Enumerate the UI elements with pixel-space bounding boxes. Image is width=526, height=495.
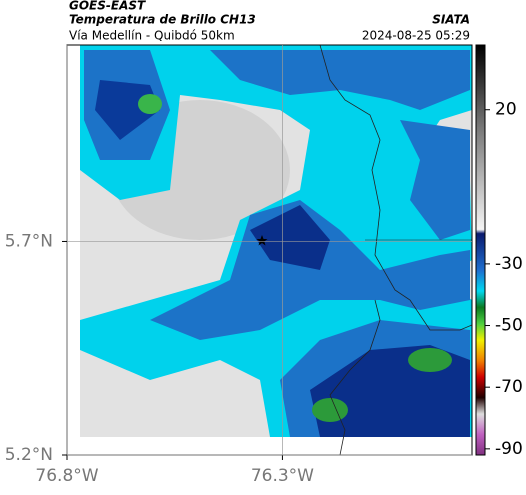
colorbar-tick-label: -90 [495, 439, 523, 459]
location-star [256, 235, 268, 246]
timestamp: 2024-08-25 05:29 [362, 29, 470, 43]
colorbar [475, 44, 486, 456]
source: SIATA [432, 13, 470, 27]
route: Vía Medellín - Quibdó 50km [69, 29, 235, 43]
colorbar-tick-label: -70 [495, 377, 523, 397]
colorbar-tick-label: -30 [495, 254, 523, 274]
x-tick-label: 76.8°W [35, 466, 98, 486]
y-tick-label: 5.7°N [5, 231, 53, 251]
subtitle: Temperatura de Brillo CH13 [69, 13, 256, 27]
satellite-image [67, 45, 472, 455]
title: GOES-EAST [69, 0, 146, 13]
colorbar-tick-label: -50 [495, 316, 523, 336]
y-tick-label: 5.2°N [5, 445, 53, 465]
colorbar-tick-label: 20 [495, 100, 517, 120]
x-tick-label: 76.3°W [251, 466, 314, 486]
